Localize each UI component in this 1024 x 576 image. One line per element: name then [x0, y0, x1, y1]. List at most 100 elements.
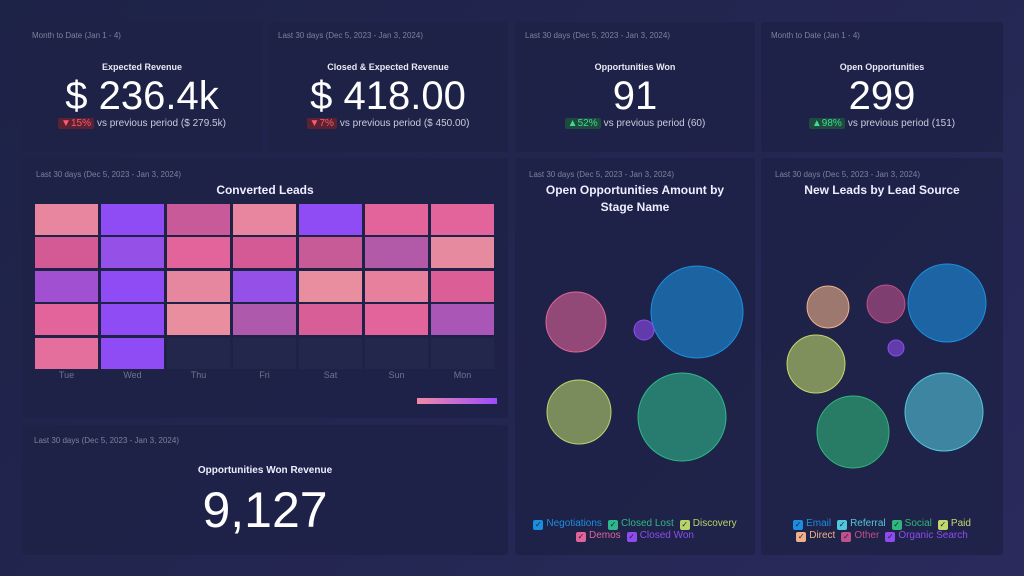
- day-label: Thu: [190, 370, 207, 380]
- checkbox-icon[interactable]: ✓: [793, 520, 804, 530]
- bubble-demos[interactable]: [545, 291, 607, 353]
- legend-item[interactable]: ✓ Referral: [837, 518, 886, 530]
- heatmap-cell[interactable]: [101, 304, 164, 335]
- checkbox-icon[interactable]: ✓: [937, 520, 948, 530]
- heatmap-cell[interactable]: [35, 204, 98, 235]
- heatmap-cell[interactable]: [35, 271, 98, 302]
- legend-item[interactable]: ✓ Closed Lost: [607, 518, 674, 530]
- bubble-organic-search[interactable]: [887, 339, 905, 357]
- heatmap-cell[interactable]: [431, 271, 494, 302]
- heatmap-cell[interactable]: [35, 304, 98, 335]
- chart-title-1: Open Opportunities Amount by: [545, 183, 725, 197]
- day-label: Mon: [453, 370, 472, 380]
- period-label: Month to Date (Jan 1 - 4): [771, 31, 860, 40]
- heatmap-cell[interactable]: [299, 304, 362, 335]
- heatmap-cell[interactable]: [101, 271, 164, 302]
- heatmap-cell[interactable]: [299, 338, 362, 369]
- legend-item[interactable]: ✓ Social: [891, 518, 932, 530]
- heatmap-cell[interactable]: [35, 338, 98, 369]
- heatmap-cell[interactable]: [299, 271, 362, 302]
- bubble-discovery[interactable]: [546, 379, 612, 445]
- won-revenue-card: Last 30 days (Dec 5, 2023 - Jan 3, 2024)…: [22, 425, 508, 555]
- legend-label: Closed Won: [639, 530, 694, 541]
- change-badge: ▼15%: [58, 118, 94, 129]
- chart-legend: ✓ Negotiations ✓ Closed Lost ✓ Discovery ✓ Demo…: [515, 518, 755, 542]
- heatmap-cell[interactable]: [431, 237, 494, 268]
- bubble-referral[interactable]: [904, 372, 984, 452]
- bubble-closed-lost[interactable]: [637, 372, 727, 462]
- bubble-social[interactable]: [816, 395, 890, 469]
- legend-label: Direct: [809, 530, 836, 541]
- legend-label: Referral: [850, 518, 886, 529]
- bubble-direct[interactable]: [806, 285, 850, 329]
- heatmap-cell[interactable]: [365, 237, 428, 268]
- checkbox-icon[interactable]: ✓: [796, 532, 807, 542]
- kpi-card: Month to Date (Jan 1 - 4) Expected Reven…: [22, 22, 262, 152]
- legend-item[interactable]: ✓ Discovery: [679, 518, 737, 530]
- legend-item[interactable]: ✓ Demos: [576, 530, 621, 542]
- heatmap-cell[interactable]: [35, 237, 98, 268]
- kpi-card: Last 30 days (Dec 5, 2023 - Jan 3, 2024)…: [515, 22, 755, 152]
- legend-item[interactable]: ✓ Email: [793, 518, 831, 530]
- heatmap-cell[interactable]: [101, 338, 164, 369]
- bubble-negotiations[interactable]: [650, 265, 744, 359]
- checkbox-icon[interactable]: ✓: [626, 532, 637, 542]
- heatmap-cell[interactable]: [365, 304, 428, 335]
- comparison-text: vs previous period (60): [603, 118, 706, 129]
- checkbox-icon[interactable]: ✓: [607, 520, 618, 530]
- bubble-paid[interactable]: [786, 334, 846, 394]
- legend-item[interactable]: ✓ Other: [841, 530, 879, 542]
- checkbox-icon[interactable]: ✓: [885, 532, 896, 542]
- stage-chart-card: Last 30 days (Dec 5, 2023 - Jan 3, 2024)…: [515, 158, 755, 555]
- heatmap-cell[interactable]: [167, 237, 230, 268]
- heatmap-cell[interactable]: [431, 204, 494, 235]
- legend-label: Closed Lost: [620, 518, 674, 529]
- checkbox-icon[interactable]: ✓: [576, 532, 586, 542]
- heatmap-cell[interactable]: [299, 204, 362, 235]
- heatmap-cell[interactable]: [365, 271, 428, 302]
- heatmap-cell[interactable]: [233, 338, 296, 369]
- kpi-comparison: ▼7% vs previous period ($ 450.00): [268, 118, 508, 129]
- bubble-closed-won[interactable]: [633, 319, 655, 341]
- legend-item[interactable]: ✓ Paid: [937, 518, 971, 530]
- heatmap-cell[interactable]: [431, 304, 494, 335]
- legend-label: Negotiations: [546, 518, 602, 529]
- legend-item[interactable]: ✓ Closed Won: [626, 530, 694, 542]
- heatmap-cell[interactable]: [167, 271, 230, 302]
- heatmap-cell[interactable]: [233, 204, 296, 235]
- day-label: Sat: [323, 370, 338, 380]
- bubble-email[interactable]: [907, 263, 987, 343]
- kpi-title: Opportunities Won: [594, 62, 676, 72]
- period-label: Month to Date (Jan 1 - 4): [32, 31, 121, 40]
- heatmap-cell[interactable]: [167, 204, 230, 235]
- checkbox-icon[interactable]: ✓: [533, 520, 544, 530]
- legend-item[interactable]: ✓ Negotiations: [533, 518, 602, 530]
- checkbox-icon[interactable]: ✓: [837, 520, 848, 530]
- heatmap-cell[interactable]: [431, 338, 494, 369]
- bubble-other[interactable]: [866, 284, 906, 324]
- checkbox-icon[interactable]: ✓: [891, 520, 902, 530]
- heatmap-cell[interactable]: [233, 237, 296, 268]
- checkbox-icon[interactable]: ✓: [679, 520, 690, 530]
- legend-label: Paid: [950, 518, 971, 529]
- heatmap-cell[interactable]: [101, 204, 164, 235]
- heatmap-cell[interactable]: [167, 304, 230, 335]
- period-label: Last 30 days (Dec 5, 2023 - Jan 3, 2024): [529, 170, 674, 179]
- legend-label: Organic Search: [898, 530, 968, 541]
- heatmap-cell[interactable]: [299, 237, 362, 268]
- heatmap-cell[interactable]: [233, 271, 296, 302]
- heatmap-cell[interactable]: [365, 204, 428, 235]
- heatmap-cell[interactable]: [167, 338, 230, 369]
- kpi-card: Last 30 days (Dec 5, 2023 - Jan 3, 2024)…: [268, 22, 508, 152]
- legend-label: Discovery: [692, 518, 737, 529]
- heatmap-cell[interactable]: [101, 237, 164, 268]
- day-label: Fri: [259, 370, 270, 380]
- chart-legend: ✓ Email ✓ Referral ✓ Social ✓ Paid ✓ Direct ✓ Other…: [761, 518, 1003, 542]
- heatmap-cell[interactable]: [365, 338, 428, 369]
- heatmap-cell[interactable]: [233, 304, 296, 335]
- checkbox-icon[interactable]: ✓: [841, 532, 852, 542]
- chart-title: Converted Leads: [216, 183, 314, 197]
- legend-item[interactable]: ✓ Organic Search: [885, 530, 968, 542]
- color-scale: [417, 398, 497, 404]
- legend-item[interactable]: ✓ Direct: [796, 530, 835, 542]
